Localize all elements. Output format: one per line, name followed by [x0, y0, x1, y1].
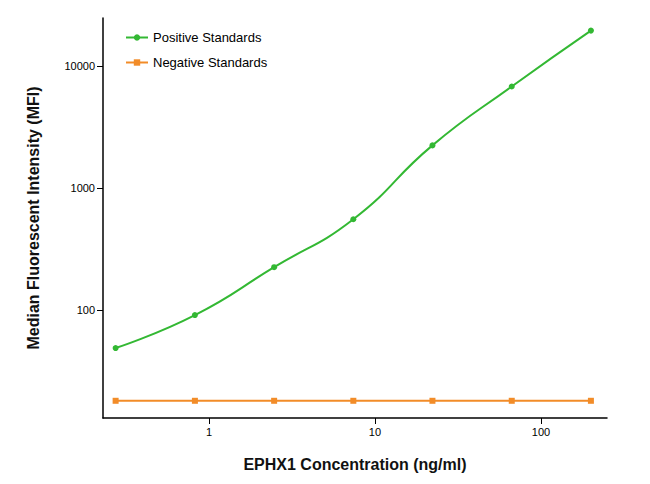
- svg-text:1: 1: [206, 426, 212, 438]
- svg-text:1000: 1000: [71, 182, 95, 194]
- svg-text:10: 10: [369, 426, 381, 438]
- svg-text:EPHX1 Concentration (ng/ml): EPHX1 Concentration (ng/ml): [243, 456, 466, 473]
- svg-text:100: 100: [77, 304, 95, 316]
- svg-text:Negative Standards: Negative Standards: [153, 55, 268, 70]
- svg-text:100: 100: [532, 426, 550, 438]
- svg-text:Median Fluorescent Intensity (: Median Fluorescent Intensity (MFI): [25, 86, 42, 349]
- svg-text:10000: 10000: [64, 60, 95, 72]
- svg-text:Positive Standards: Positive Standards: [153, 30, 262, 45]
